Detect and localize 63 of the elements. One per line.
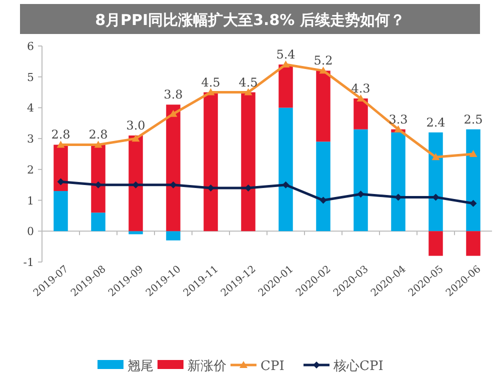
legend-label: 核心CPI [332, 358, 384, 374]
y-tick-label: 2 [27, 163, 34, 176]
y-tick-label: 6 [27, 40, 34, 53]
chart-title: 8月PPI同比涨幅扩大至3.8% 后续走势如何？ [95, 11, 405, 29]
point [357, 190, 364, 198]
bar [354, 98, 368, 130]
data-label: 5.4 [276, 48, 296, 62]
bar [166, 231, 180, 240]
point [206, 88, 215, 96]
bar [128, 231, 143, 234]
bar [54, 144, 68, 192]
point [132, 134, 140, 142]
point [207, 184, 214, 192]
point [94, 140, 102, 148]
point [56, 140, 65, 148]
bar [316, 142, 330, 232]
point [469, 150, 478, 157]
bar [278, 64, 293, 108]
y-tick-label: 1 [27, 194, 34, 208]
bar [166, 104, 180, 232]
data-label: 2.4 [426, 115, 446, 130]
data-label: 2.8 [88, 128, 108, 142]
point [57, 178, 64, 186]
data-label: 2.5 [464, 112, 483, 126]
bar [204, 92, 218, 232]
y-tick-label: 5 [27, 70, 34, 84]
point [320, 196, 327, 204]
point [94, 181, 102, 188]
legend-label: CPI [260, 359, 284, 374]
y-tick-label: 0 [27, 225, 34, 238]
bar [466, 231, 480, 256]
point [282, 181, 290, 188]
bar [428, 231, 443, 256]
y-tick-label: -1 [23, 256, 34, 269]
data-label: 3.0 [126, 118, 146, 132]
point [170, 181, 177, 188]
data-label: 3.8 [164, 88, 183, 102]
legend-label: 新涨价 [188, 359, 226, 374]
y-tick-label: 4 [27, 102, 34, 115]
data-label: 4.5 [238, 75, 258, 90]
data-label: 3.3 [388, 112, 408, 126]
point [244, 184, 252, 192]
data-label: 4.3 [351, 81, 370, 96]
point [432, 153, 440, 160]
data-label: 4.5 [201, 75, 220, 90]
bar [241, 92, 256, 232]
point [244, 88, 252, 96]
legend-label: 翘尾 [128, 359, 154, 374]
bar [91, 212, 106, 232]
bar [391, 132, 406, 232]
bar [428, 132, 443, 232]
bar [354, 129, 368, 232]
bar [316, 70, 330, 142]
bar [54, 191, 68, 232]
point [132, 181, 140, 188]
point [470, 200, 477, 207]
bar [466, 129, 480, 232]
bar [128, 135, 143, 232]
bar [91, 144, 106, 213]
y-tick-label: 3 [27, 132, 34, 146]
data-label: 2.8 [51, 128, 70, 142]
bar [278, 108, 293, 232]
data-label: 5.2 [314, 54, 333, 68]
